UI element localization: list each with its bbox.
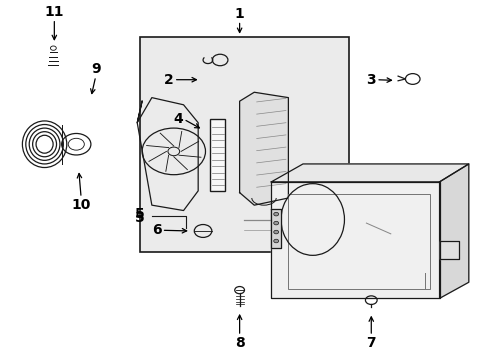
Text: 5: 5: [135, 207, 144, 221]
Circle shape: [273, 212, 278, 216]
Circle shape: [273, 239, 278, 243]
Bar: [210, 119, 224, 191]
Text: 1: 1: [234, 6, 244, 21]
Text: 2: 2: [163, 73, 173, 87]
Text: 5: 5: [135, 211, 144, 225]
Text: 7: 7: [366, 336, 375, 350]
Circle shape: [273, 221, 278, 225]
Polygon shape: [271, 164, 468, 182]
Polygon shape: [439, 241, 458, 259]
Text: 8: 8: [234, 336, 244, 350]
Text: 9: 9: [91, 62, 101, 76]
Text: 4: 4: [173, 112, 183, 126]
Text: 10: 10: [71, 198, 91, 212]
Text: 3: 3: [366, 73, 375, 87]
Polygon shape: [439, 164, 468, 298]
Text: 6: 6: [152, 223, 161, 237]
Bar: [140, 37, 348, 252]
Text: 11: 11: [44, 5, 64, 19]
Polygon shape: [239, 92, 288, 205]
Polygon shape: [271, 209, 281, 248]
Bar: [288, 194, 429, 289]
Circle shape: [273, 230, 278, 234]
Polygon shape: [271, 182, 439, 298]
